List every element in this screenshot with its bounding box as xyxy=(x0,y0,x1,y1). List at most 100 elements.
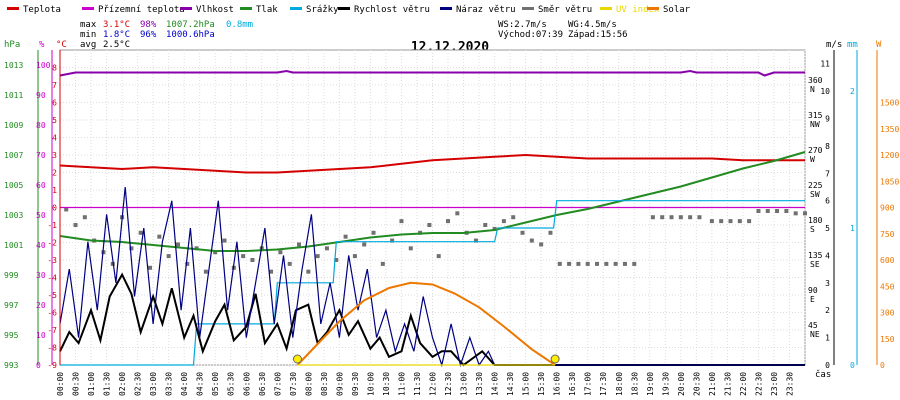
legend-swatch xyxy=(7,7,19,10)
tick-time: 19:00 xyxy=(646,372,655,396)
tick-pct: 0 xyxy=(36,361,41,370)
legend-label: Přízemní teplota xyxy=(98,5,185,15)
tick-dir-value: 225 xyxy=(808,181,823,190)
tick-w: 750 xyxy=(880,230,895,239)
tick-time: 06:30 xyxy=(258,372,267,396)
stat-avg-label: avg xyxy=(80,40,96,50)
wind-dir-point xyxy=(803,211,807,216)
wind-dir-point xyxy=(585,261,590,266)
tick-hpa: 1003 xyxy=(4,211,23,220)
wind-dir-point xyxy=(765,209,770,213)
wind-dir-point xyxy=(529,238,534,243)
wind-dir-point xyxy=(399,219,404,224)
series-line-teplota xyxy=(59,153,805,174)
legend-label: Solar xyxy=(663,5,691,15)
wind-dir-point xyxy=(380,261,385,266)
wind-dir-point xyxy=(241,254,246,259)
series-line-rychlost-větru xyxy=(59,272,805,367)
wind-dir-point xyxy=(557,261,562,266)
wind-dir-point xyxy=(728,219,733,224)
wind-dir-point xyxy=(622,261,627,266)
tick-hpa: 1001 xyxy=(4,241,23,250)
tick-pct: 40 xyxy=(36,241,46,250)
wind-dir-point xyxy=(775,209,780,213)
tick-time: 02:30 xyxy=(134,372,143,396)
wind-dir-point xyxy=(166,254,171,259)
series-line-solar xyxy=(296,281,556,366)
wind-dir-point xyxy=(548,230,553,235)
axis-unit-pct: % xyxy=(39,40,45,50)
tick-degc: -2 xyxy=(47,239,57,248)
tick-degc: 2 xyxy=(52,169,57,178)
tick-time: 11:30 xyxy=(413,372,422,396)
tick-pct: 60 xyxy=(36,181,46,190)
wind-dir-point xyxy=(129,246,134,251)
tick-time: 21:30 xyxy=(723,372,732,396)
tick-mm: 1 xyxy=(850,224,855,233)
tick-degc: -9 xyxy=(47,361,57,370)
tick-time: 07:30 xyxy=(289,372,298,396)
tick-time: 18:30 xyxy=(630,372,639,396)
tick-time: 21:00 xyxy=(708,372,717,396)
axis-unit-w: W xyxy=(876,40,882,50)
wind-dir-point xyxy=(604,261,609,266)
sunset-info: Západ:15:56 xyxy=(568,30,628,40)
wind-dir-point xyxy=(73,223,78,227)
tick-time: 17:00 xyxy=(584,372,593,396)
tick-ms: 5 xyxy=(825,224,830,233)
series-line-vlhkost xyxy=(59,69,805,77)
sun-marker xyxy=(292,354,302,364)
tick-dir-value: 360 xyxy=(808,76,823,85)
tick-w: 450 xyxy=(880,282,895,291)
wind-dir-point xyxy=(539,242,544,247)
tick-hpa: 1005 xyxy=(4,181,23,190)
tick-time: 22:30 xyxy=(754,372,763,396)
wind-dir-point xyxy=(287,261,292,266)
tick-dir-value: 270 xyxy=(808,146,823,155)
tick-dir-label: S xyxy=(810,225,815,234)
wind-dir-point xyxy=(185,261,190,266)
tick-time: 05:00 xyxy=(211,372,220,396)
tick-time: 04:00 xyxy=(180,372,189,396)
legend-swatch xyxy=(522,7,534,10)
legend-swatch xyxy=(180,7,192,10)
tick-ms: 10 xyxy=(820,87,830,96)
wind-dir-point xyxy=(157,234,162,239)
axis-unit-mm: mm xyxy=(847,40,858,50)
legend-label: Náraz větru xyxy=(456,5,516,15)
tick-time: 14:30 xyxy=(506,372,515,396)
tick-time: 00:30 xyxy=(72,372,81,396)
legend-swatch xyxy=(440,7,452,10)
tick-pct: 100 xyxy=(36,61,51,70)
tick-time: 18:00 xyxy=(615,372,624,396)
tick-time: 15:30 xyxy=(537,372,546,396)
tick-w: 1050 xyxy=(880,177,899,186)
tick-time: 12:30 xyxy=(444,372,453,396)
tick-dir-value: 45 xyxy=(808,321,818,330)
tick-pct: 50 xyxy=(36,211,46,220)
tick-pct: 70 xyxy=(36,151,46,160)
stat-max-rain: 0.8mm xyxy=(226,20,253,30)
wind-dir-point xyxy=(334,258,339,262)
tick-degc: -1 xyxy=(47,221,57,230)
legend-label: Teplota xyxy=(23,5,61,15)
tick-hpa: 1011 xyxy=(4,91,23,100)
tick-pct: 10 xyxy=(36,331,46,340)
tick-degc: 7 xyxy=(52,81,57,90)
tick-w: 1500 xyxy=(880,99,899,108)
tick-pct: 30 xyxy=(36,271,46,280)
tick-hpa: 995 xyxy=(4,331,19,340)
tick-degc: 3 xyxy=(52,151,57,160)
wind-dir-point xyxy=(669,215,674,220)
axis-xlabel: čas xyxy=(815,369,831,380)
tick-time: 00:00 xyxy=(56,372,65,396)
wind-dir-point xyxy=(371,230,376,235)
stat-min-label: min xyxy=(80,30,96,40)
legend: Teplota Přízemní teplota Vlhkost Tlak Srážky… xyxy=(7,5,691,15)
tick-hpa: 997 xyxy=(4,301,19,310)
tick-dir-value: 180 xyxy=(808,216,823,225)
wind-speed-info: WS:2.7m/s xyxy=(498,20,547,30)
wind-gust-info: WG:4.5m/s xyxy=(568,20,617,30)
tick-dir-label: SE xyxy=(810,260,820,269)
